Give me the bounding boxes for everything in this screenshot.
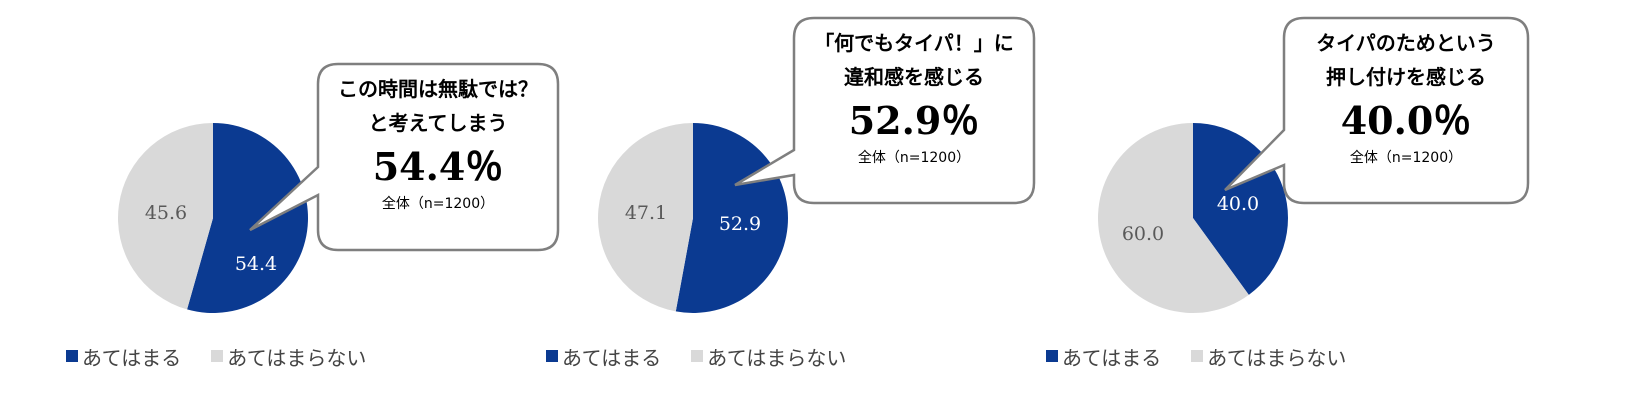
legend-label-no: あてはまらない [227, 345, 367, 370]
legend-3: あてはまる あてはまらない [1046, 342, 1376, 371]
slice-yes-1 [187, 123, 308, 313]
chart-panel-2: 52.9 47.1 「何でもタイパ！」に 違和感を感じる 52.9％ 全体（n=… [480, 0, 1036, 400]
slice-label-yes-1: 54.4 [235, 253, 277, 275]
slice-label-yes-2: 52.9 [719, 213, 761, 235]
legend-label-no: あてはまらない [707, 345, 847, 370]
legend-label-yes: あてはまる [1062, 345, 1162, 370]
callout-heading-line1: この時間は無駄では？ [338, 77, 538, 101]
callout-percentage: 40.0％ [1340, 98, 1472, 143]
slice-label-no-1: 45.6 [145, 202, 187, 224]
slice-label-no-2: 47.1 [625, 202, 667, 224]
callout-heading-line2: 押し付けを感じる [1326, 65, 1486, 89]
callout-heading-line2: 違和感を感じる [844, 65, 984, 89]
legend-item-no: あてはまらない [211, 342, 366, 371]
callout-sample-size: 全体（n=1200） [1349, 150, 1463, 166]
legend-swatch-yes [1046, 350, 1058, 362]
legend-item-yes: あてはまる [66, 342, 181, 371]
callout-heading-line1: 「何でもタイパ！」に [814, 31, 1014, 55]
legend-label-yes: あてはまる [562, 345, 662, 370]
callout-bubble-2 [734, 16, 1036, 205]
legend-label-yes: あてはまる [82, 345, 182, 370]
callout-bubble-3 [1224, 16, 1530, 205]
legend-item-yes: あてはまる [1046, 342, 1161, 371]
legend-swatch-no [1191, 350, 1204, 362]
callout-text-1: この時間は無駄では？ と考えてしまう 54.4％ 全体（n=1200） [318, 72, 558, 214]
legend-swatch-no [691, 350, 704, 362]
slice-no-3 [1098, 123, 1249, 313]
legend-item-no: あてはまらない [1191, 342, 1346, 371]
callout-heading-line2: と考えてしまう [368, 111, 508, 135]
legend-swatch-no [211, 350, 224, 362]
callout-sample-size: 全体（n=1200） [381, 196, 495, 212]
callout-text-2: 「何でもタイパ！」に 違和感を感じる 52.9％ 全体（n=1200） [794, 26, 1034, 168]
slice-no-2 [597, 123, 693, 312]
callout-percentage: 52.9％ [848, 98, 980, 143]
callout-bubble-1 [249, 62, 560, 252]
callout-text-3: タイパのためという 押し付けを感じる 40.0％ 全体（n=1200） [1284, 26, 1528, 168]
pie-chart-1: 54.4 45.6 [117, 122, 308, 313]
legend-swatch-yes [546, 350, 558, 362]
legend-swatch-yes [66, 350, 78, 362]
slice-label-yes-3: 40.0 [1217, 193, 1259, 215]
legend-1: あてはまる あてはまらない [66, 342, 396, 371]
legend-label-no: あてはまらない [1207, 345, 1347, 370]
legend-item-yes: あてはまる [546, 342, 661, 371]
chart-panel-1: 54.4 45.6 この時間は無駄では？ と考えてしまう 54.4％ 全体（n=… [0, 0, 560, 400]
callout-percentage: 54.4％ [372, 144, 504, 189]
callout-sample-size: 全体（n=1200） [857, 150, 971, 166]
legend-item-no: あてはまらない [691, 342, 846, 371]
slice-no-1 [117, 122, 213, 310]
legend-2: あてはまる あてはまらない [546, 342, 876, 371]
callout-heading-line1: タイパのためという [1316, 31, 1496, 55]
slice-label-no-3: 60.0 [1122, 223, 1164, 245]
chart-panel-3: 40.0 60.0 タイパのためという 押し付けを感じる 40.0％ 全体（n=… [980, 0, 1530, 400]
